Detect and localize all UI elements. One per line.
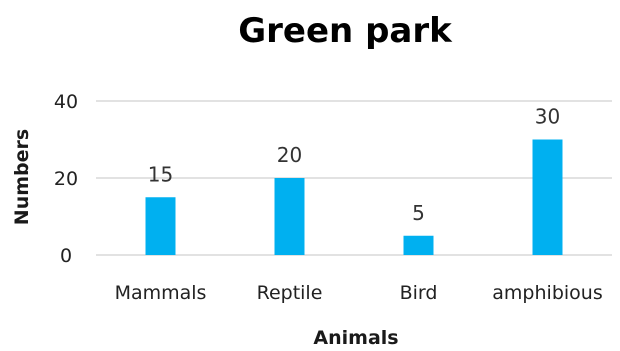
data-label: 20 xyxy=(277,143,302,167)
y-tick-label: 40 xyxy=(54,91,78,113)
bar-reptile xyxy=(274,178,305,255)
bars xyxy=(145,139,563,255)
x-tick-label: Reptile xyxy=(257,282,323,304)
chart-title: Green park xyxy=(238,11,453,51)
x-tick-label: amphibious xyxy=(492,282,602,304)
x-tick-label: Bird xyxy=(400,282,438,304)
gridlines xyxy=(96,100,612,256)
bar-mammals xyxy=(145,197,176,255)
data-label: 5 xyxy=(412,201,425,225)
bar-bird xyxy=(403,235,434,255)
bar-amphibious xyxy=(532,139,563,255)
data-label: 30 xyxy=(535,105,560,129)
data-label: 15 xyxy=(148,162,173,186)
x-tick-label: Mammals xyxy=(115,282,207,304)
y-tick-label: 20 xyxy=(54,168,78,190)
x-axis-title: Animals xyxy=(313,327,398,349)
x-axis-categories: Mammals Reptile Bird amphibious xyxy=(115,282,603,304)
y-axis-ticks: 0 20 40 xyxy=(54,91,78,267)
y-tick-label: 0 xyxy=(60,245,72,267)
data-labels: 15 20 5 30 xyxy=(148,105,560,225)
y-axis-title: Numbers xyxy=(11,129,33,225)
